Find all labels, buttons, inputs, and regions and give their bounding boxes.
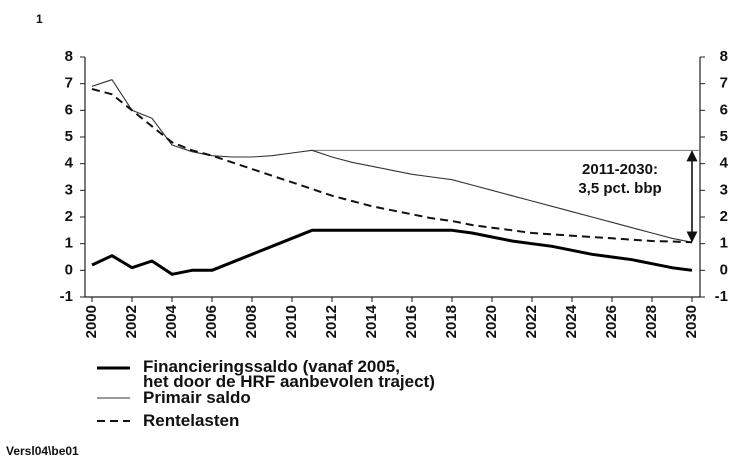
series-line <box>91 88 693 244</box>
y-tick-label: 2 <box>65 208 73 225</box>
y-tick-label: 1 <box>65 235 73 252</box>
legend-label: Rentelasten <box>143 411 240 430</box>
x-tick-label: 2008 <box>243 305 260 338</box>
y2-tick-label: 8 <box>720 48 728 65</box>
y-tick-label: 4 <box>65 155 74 172</box>
x-tick-label: 2026 <box>603 305 620 338</box>
y2-tick-label: 4 <box>720 155 729 172</box>
y2-tick-label: 3 <box>720 181 728 198</box>
y2-tick-label: 2 <box>720 208 728 225</box>
x-tick-label: 2006 <box>203 305 220 338</box>
x-tick-label: 2020 <box>483 305 500 338</box>
legend-label: Financieringssaldo (vanaf 2005, het door… <box>143 357 435 391</box>
y2-tick-label: -1 <box>715 288 728 305</box>
y-tick-label: 5 <box>65 128 73 145</box>
x-tick-label: 2004 <box>163 304 180 338</box>
x-tick-label: 2016 <box>403 305 420 338</box>
series-line <box>91 228 693 276</box>
annotation: 3,5 pct. bbp <box>578 180 661 197</box>
x-tick-label: 2030 <box>683 305 700 338</box>
y2-tick-label: 1 <box>720 235 728 252</box>
x-tick-label: 2010 <box>283 305 300 338</box>
x-tick-label: 2000 <box>83 305 100 338</box>
y-tick-label: 8 <box>65 48 73 65</box>
x-tick-label: 2018 <box>443 305 460 338</box>
y-tick-label: -1 <box>60 288 73 305</box>
y-tick-label: 7 <box>65 75 73 92</box>
footer: Versl04\be01 <box>6 444 79 458</box>
legend-label: Primair saldo <box>143 388 251 407</box>
y2-tick-label: 0 <box>720 261 728 278</box>
y-tick-label: 3 <box>65 181 73 198</box>
y-tick-label: 0 <box>65 261 73 278</box>
y2-tick-label: 6 <box>720 101 728 118</box>
annotation: 2011-2030: <box>582 161 658 178</box>
y2-tick-label: 7 <box>720 75 728 92</box>
x-tick-label: 2012 <box>323 305 340 338</box>
x-tick-label: 2002 <box>123 305 140 338</box>
x-tick-label: 2024 <box>563 304 580 338</box>
y2-tick-label: 5 <box>720 128 728 145</box>
y-tick-label: 6 <box>65 101 73 118</box>
series-line <box>91 79 693 243</box>
x-tick-label: 2022 <box>523 305 540 338</box>
x-tick-label: 2028 <box>643 305 660 338</box>
x-tick-label: 2014 <box>363 304 380 338</box>
page-label: 1 <box>36 12 43 26</box>
